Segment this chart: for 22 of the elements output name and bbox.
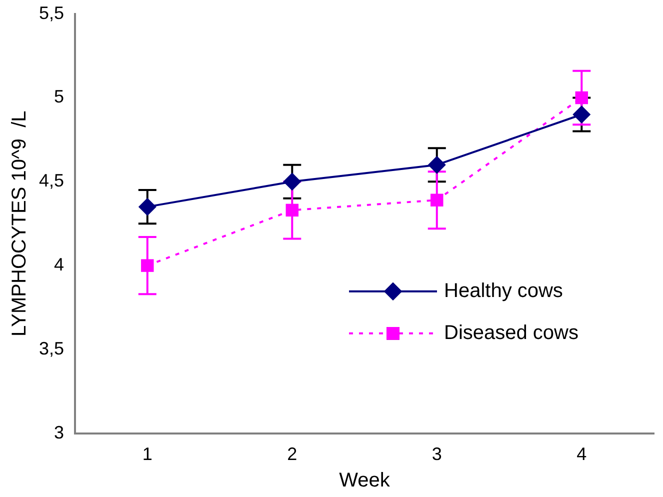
point — [283, 172, 302, 191]
x-tick-label: 4 — [576, 444, 587, 464]
point — [575, 91, 588, 104]
x-axis-title: Week — [339, 470, 391, 492]
y-tick-label: 3 — [54, 422, 64, 442]
x-tick-label: 1 — [142, 444, 152, 464]
y-tick-label: 5 — [54, 86, 64, 107]
x-tick-label: 3 — [432, 444, 442, 464]
point — [286, 204, 299, 217]
legend-label: Healthy cows — [444, 280, 563, 302]
point — [572, 106, 591, 124]
y-tick-label: 4,5 — [38, 170, 64, 191]
point — [138, 198, 156, 216]
y-tick-label: 4 — [54, 254, 64, 275]
point — [141, 259, 154, 272]
y-tick-label: 3,5 — [38, 338, 64, 358]
y-tick-label: 5,5 — [38, 2, 64, 23]
legend-label: Diseased cows — [444, 322, 579, 344]
point — [428, 156, 446, 174]
y-axis-title: LYMPHOCYTES 10^9 /L — [8, 110, 31, 336]
point — [430, 194, 444, 206]
x-tick-label: 2 — [287, 444, 298, 464]
